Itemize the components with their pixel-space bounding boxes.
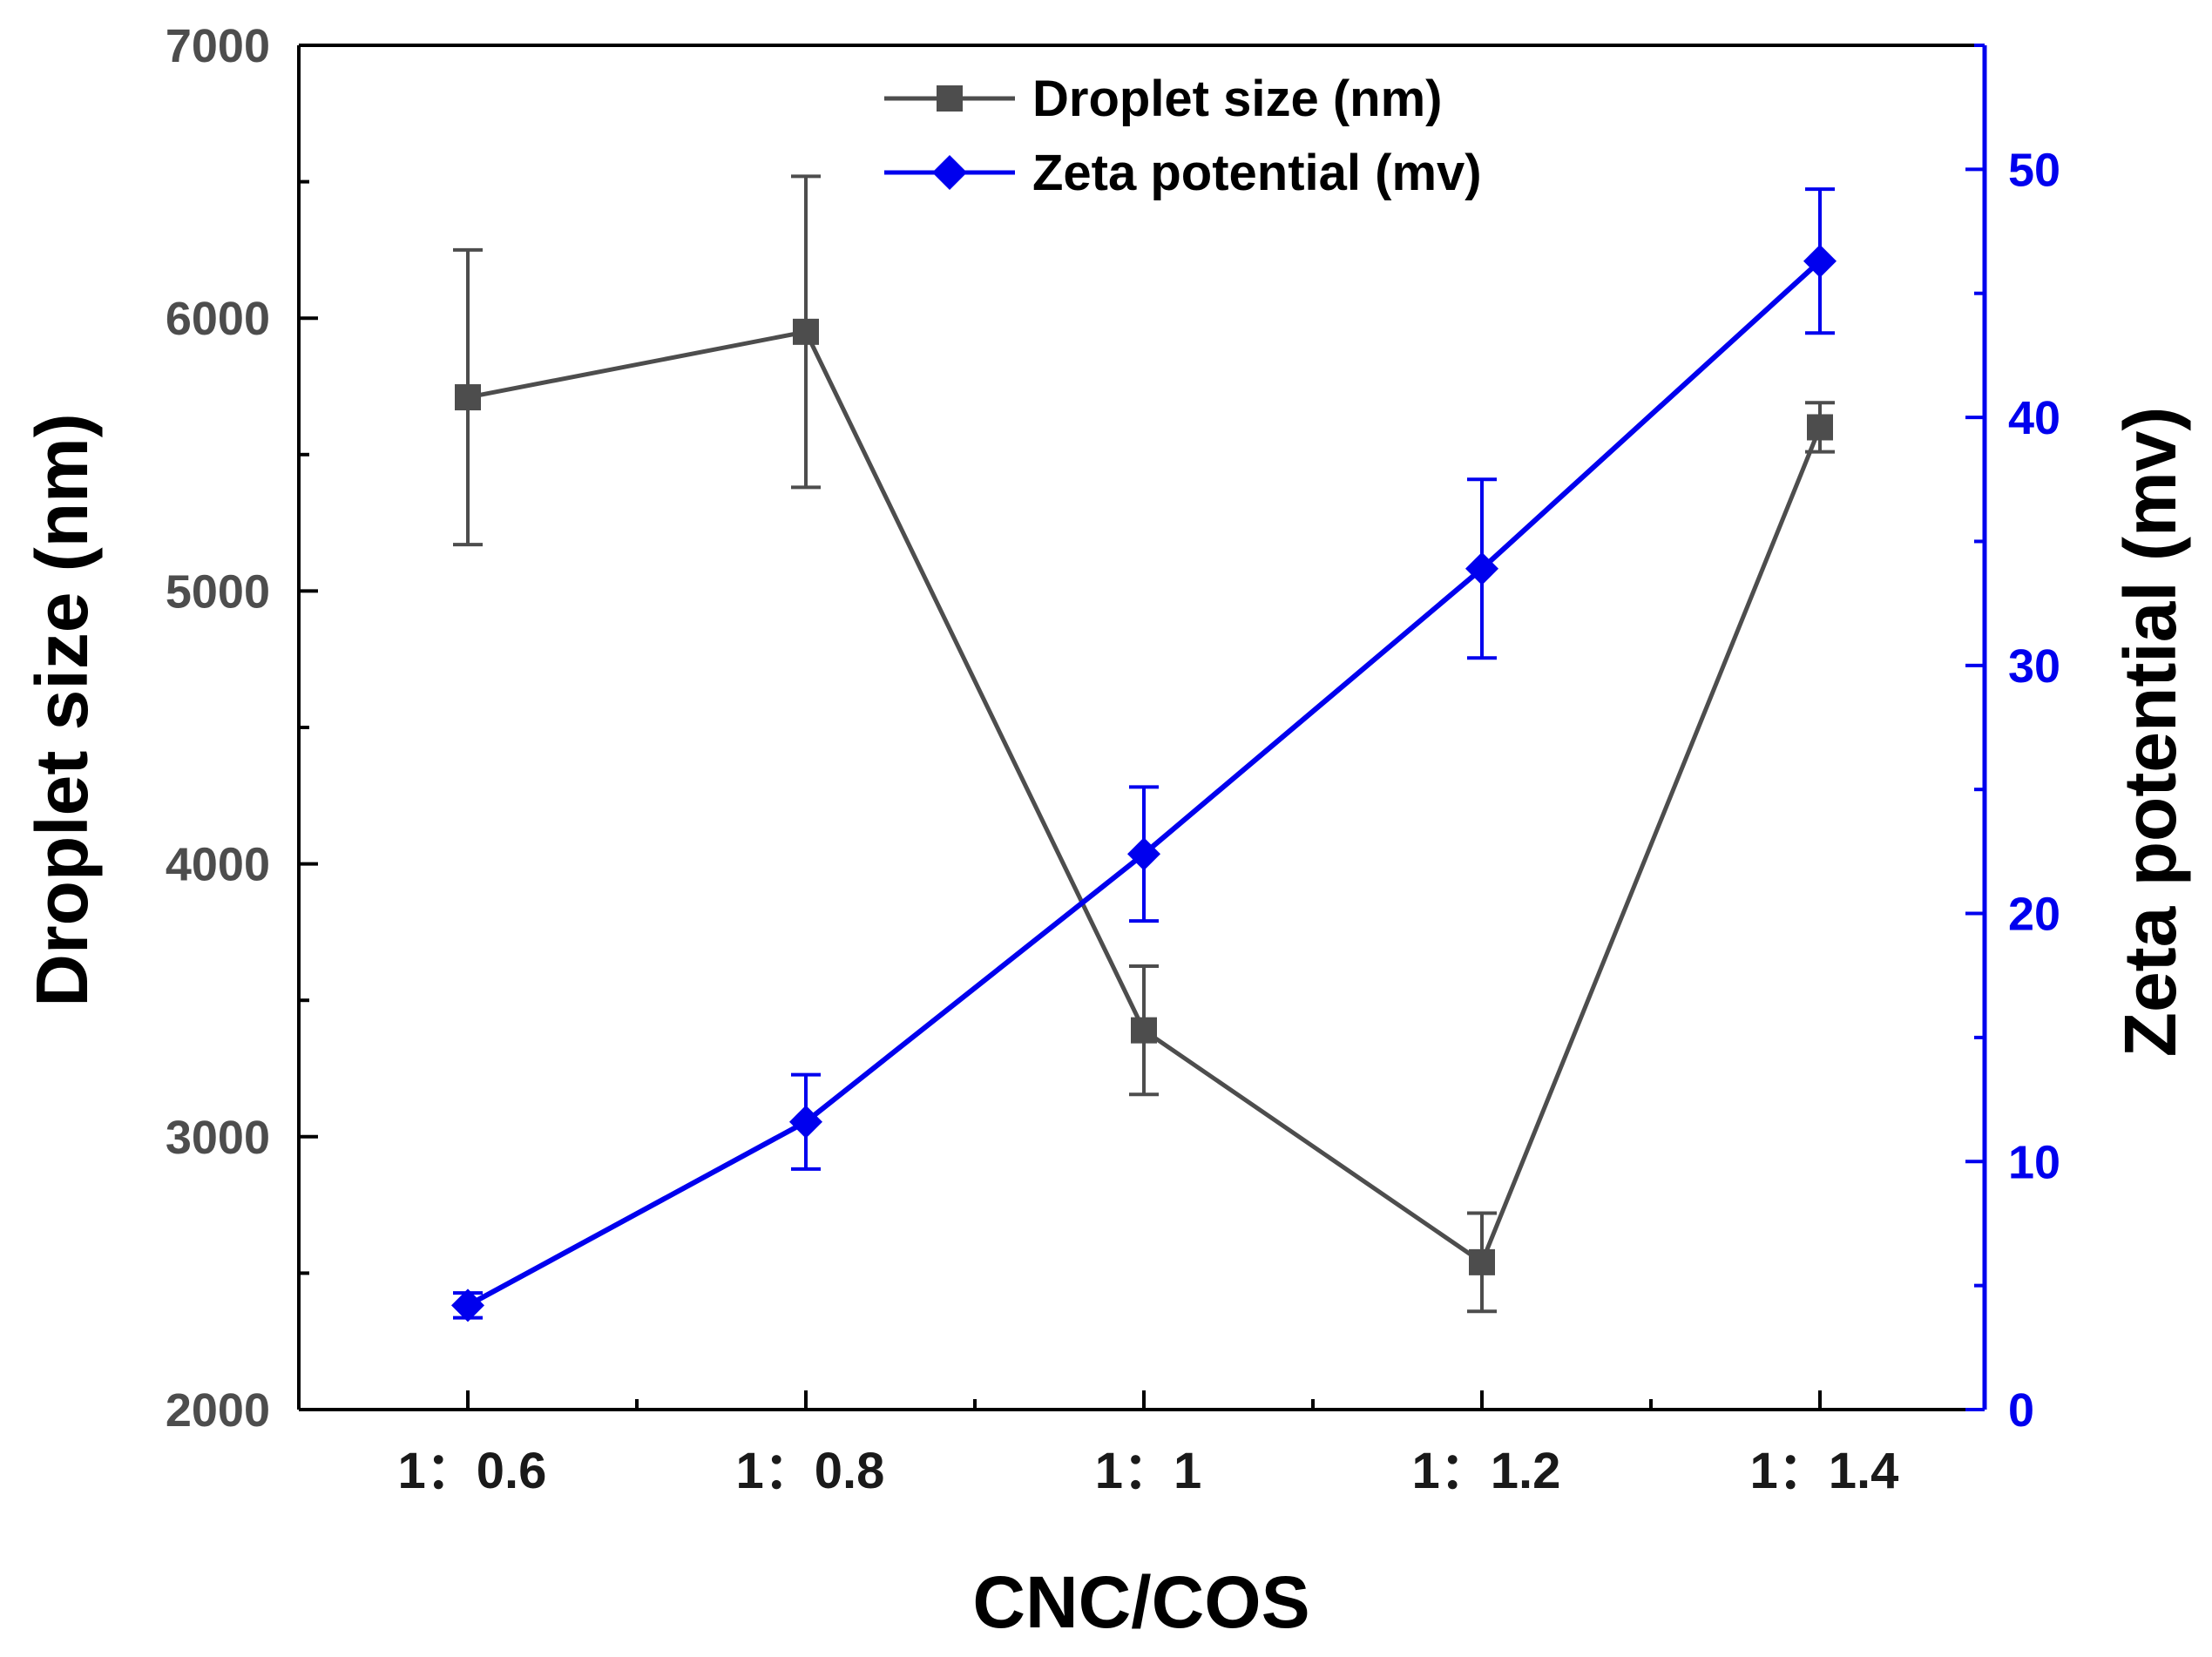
data-point-diamond <box>451 1288 484 1322</box>
right-y-axis-title: Zeta potential (mv) <box>2109 407 2191 1058</box>
right-y-axis: 0 10 20 30 40 50 <box>1965 44 2060 1437</box>
x-tick-label: 1：0.6 <box>398 1443 547 1499</box>
left-y-axis-title: Droplet size (nm) <box>21 413 103 1006</box>
data-point-diamond <box>1465 551 1498 585</box>
left-tick-label: 2000 <box>166 1384 270 1437</box>
data-point-square <box>1807 414 1833 441</box>
data-point-diamond <box>1803 244 1837 278</box>
right-tick-label: 30 <box>2008 640 2060 693</box>
x-axis: 1：0.6 1：0.8 1：1 1：1.2 1：1.4 <box>398 1390 1899 1499</box>
right-tick-label: 10 <box>2008 1136 2060 1188</box>
data-point-square <box>793 318 819 345</box>
x-tick-label: 1：0.8 <box>736 1443 885 1499</box>
x-tick-label: 1：1 <box>1095 1443 1202 1499</box>
left-tick-label: 7000 <box>166 20 270 72</box>
series-layer <box>451 174 1837 1322</box>
legend-zeta-marker <box>932 155 967 190</box>
series-zeta-potential <box>451 187 1837 1322</box>
data-point-square <box>1131 1017 1157 1044</box>
right-tick-label: 50 <box>2008 144 2060 196</box>
data-point-square <box>455 384 481 411</box>
data-point-diamond <box>789 1105 822 1139</box>
legend-droplet-marker <box>937 85 963 112</box>
left-y-axis: 2000 3000 4000 5000 6000 7000 <box>166 20 318 1437</box>
x-axis-title: CNC/COS <box>972 1561 1309 1643</box>
legend-zeta-label: Zeta potential (mv) <box>1032 145 1482 201</box>
data-point-square <box>1469 1248 1495 1275</box>
x-tick-label: 1：1.4 <box>1750 1443 1899 1499</box>
left-tick-label: 3000 <box>166 1112 270 1164</box>
right-tick-label: 40 <box>2008 392 2060 444</box>
left-tick-label: 4000 <box>166 839 270 891</box>
left-tick-label: 5000 <box>166 565 270 618</box>
left-tick-label: 6000 <box>166 293 270 345</box>
right-tick-label: 0 <box>2008 1384 2034 1437</box>
x-tick-label: 1：1.2 <box>1412 1443 1561 1499</box>
right-tick-label: 20 <box>2008 889 2060 941</box>
legend-droplet-label: Droplet size (nm) <box>1032 71 1443 127</box>
legend: Droplet size (nm) Zeta potential (mv) <box>884 71 1482 201</box>
data-point-diamond <box>1127 837 1160 871</box>
series-droplet-size <box>453 174 1835 1314</box>
